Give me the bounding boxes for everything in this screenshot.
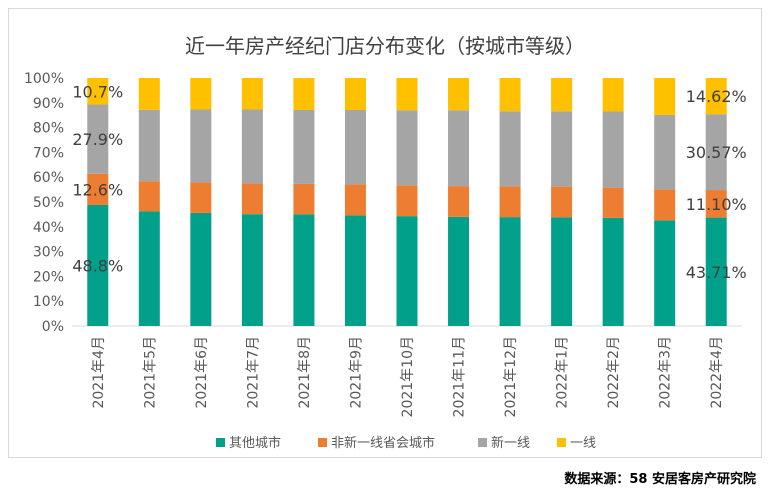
bar-segment [499, 78, 521, 112]
chart-frame [8, 8, 762, 458]
y-tick-label: 100% [24, 71, 64, 87]
data-label: 10.7% [72, 82, 123, 101]
x-tick-label: 2021年9月 [348, 336, 364, 409]
bar-segment [499, 217, 521, 326]
y-tick-label: 90% [33, 96, 64, 112]
bar-segment [654, 114, 676, 190]
data-label: 27.9% [72, 130, 123, 149]
data-label: 43.71% [686, 263, 747, 282]
bar-segment [499, 186, 521, 218]
x-tick-label: 2021年7月 [245, 336, 261, 409]
bar-segment [705, 114, 727, 191]
legend-label: 其他城市 [229, 435, 281, 451]
y-tick-label: 40% [33, 220, 64, 236]
bar-segment [190, 109, 212, 183]
bar-segment [138, 211, 160, 326]
bar-segment [293, 183, 315, 215]
data-label: 12.6% [72, 180, 123, 199]
x-tick-label: 2022年4月 [709, 336, 725, 409]
bar-segment [190, 182, 212, 213]
y-tick-label: 20% [33, 269, 64, 285]
bar-segment [602, 217, 624, 326]
y-tick-label: 80% [33, 121, 64, 137]
y-tick-label: 70% [33, 145, 64, 161]
bar-segment [87, 204, 109, 326]
bar-segment [448, 186, 470, 217]
chart-title: 近一年房产经纪门店分布变化（按城市等级） [185, 34, 585, 58]
bar-segment [138, 78, 160, 110]
bar-segment [87, 173, 109, 205]
bar-segment [654, 189, 676, 221]
bar-segment [654, 78, 676, 115]
bar-segment [293, 109, 315, 184]
bar-segment [241, 183, 263, 215]
x-tick-label: 2021年11月 [452, 336, 468, 417]
bar-segment [602, 111, 624, 188]
bar-segment [396, 110, 418, 186]
bar-segment [138, 109, 160, 182]
bar-segment [241, 109, 263, 184]
x-tick-label: 2021年4月 [91, 336, 107, 409]
x-tick-label: 2021年10月 [400, 336, 416, 417]
bar-segment [87, 104, 109, 174]
x-tick-label: 2022年1月 [555, 336, 571, 409]
legend-swatch [478, 438, 487, 447]
bar-segment [551, 186, 573, 218]
x-tick-label: 2022年3月 [658, 336, 674, 409]
bar-segment [138, 181, 160, 212]
bar-segment [241, 214, 263, 326]
bar-segment [396, 216, 418, 326]
y-tick-label: 0% [42, 319, 64, 335]
bar-segment [499, 111, 521, 187]
y-tick-label: 30% [33, 245, 64, 261]
bar-segment [551, 78, 573, 112]
bar-segment [602, 78, 624, 112]
bar-segment [448, 216, 470, 326]
x-tick-label: 2021年6月 [194, 336, 210, 409]
x-tick-label: 2021年8月 [297, 336, 313, 409]
bar-segment [241, 78, 263, 110]
legend-swatch [557, 438, 566, 447]
bar-segment [448, 78, 470, 111]
bar-segment [344, 184, 366, 216]
data-label: 48.8% [72, 256, 123, 275]
legend-swatch [318, 438, 327, 447]
bar-segment [293, 214, 315, 326]
bar-segment [396, 78, 418, 111]
legend-label: 新一线 [491, 435, 530, 451]
y-tick-label: 50% [33, 195, 64, 211]
bar-segment [344, 215, 366, 326]
bar-segment [551, 111, 573, 187]
bar-segment [190, 78, 212, 110]
data-label: 30.57% [686, 143, 747, 162]
bar-segment [705, 78, 727, 115]
bar-segment [654, 220, 676, 326]
data-label: 14.62% [686, 87, 747, 106]
bar-segment [293, 78, 315, 110]
bar-segment [448, 110, 470, 187]
x-tick-label: 2021年12月 [503, 336, 519, 417]
x-tick-label: 2022年2月 [606, 336, 622, 409]
bar-segment [396, 185, 418, 217]
bar-segment [344, 109, 366, 185]
bar-segment [705, 217, 727, 326]
bar-segment [705, 190, 727, 218]
x-tick-label: 2021年5月 [142, 336, 158, 409]
legend-label: 一线 [570, 436, 596, 451]
data-source: 数据来源：58 安居客房产研究院 [564, 472, 756, 487]
legend-swatch [216, 438, 225, 447]
bar-segment [87, 78, 109, 105]
bar-segment [602, 187, 624, 218]
y-tick-label: 10% [33, 294, 64, 310]
legend-label: 非新一线省会城市 [331, 435, 435, 451]
data-label: 11.10% [686, 195, 747, 214]
bar-segment [344, 78, 366, 110]
bar-segment [190, 212, 212, 326]
bar-segment [551, 217, 573, 326]
y-tick-label: 60% [33, 170, 64, 186]
